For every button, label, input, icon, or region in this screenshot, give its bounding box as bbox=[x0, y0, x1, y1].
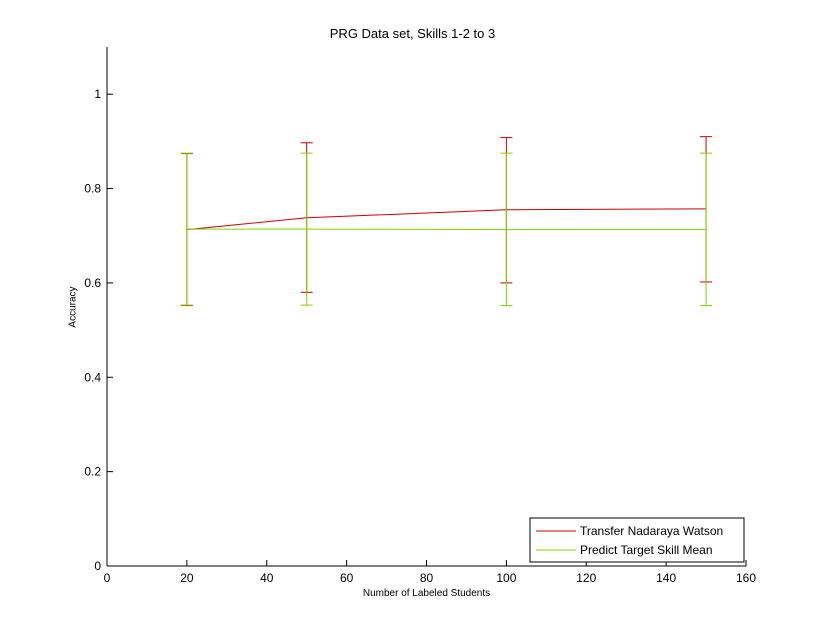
x-tick-label: 140 bbox=[656, 571, 676, 585]
legend-label: Predict Target Skill Mean bbox=[580, 543, 713, 557]
x-tick-label: 100 bbox=[496, 571, 516, 585]
axes: 0 20 40 60 80 100 120 140 160 0 0.2 0.4 0.6 0.8 1 bbox=[84, 47, 756, 585]
data-point bbox=[186, 228, 188, 230]
legend-box bbox=[529, 517, 745, 563]
x-tick-label: 40 bbox=[260, 571, 274, 585]
x-tick-label: 80 bbox=[420, 571, 434, 585]
legend: Transfer Nadaraya Watson Predict Target S… bbox=[529, 517, 745, 563]
series-layer bbox=[180, 136, 713, 307]
data-point bbox=[705, 229, 707, 231]
data-point bbox=[505, 229, 507, 231]
x-tick-label: 160 bbox=[736, 571, 756, 585]
legend-label: Transfer Nadaraya Watson bbox=[580, 524, 723, 538]
y-axis-label: Accuracy bbox=[67, 286, 79, 328]
x-tick-label: 120 bbox=[576, 571, 596, 585]
y-tick-label: 0.6 bbox=[84, 276, 101, 290]
x-tick-label: 60 bbox=[340, 571, 354, 585]
chart-title: PRG Data set, Skills 1-2 to 3 bbox=[329, 26, 496, 41]
y-tick-label: 1 bbox=[94, 87, 101, 101]
series-transfer-nadaraya-watson bbox=[180, 136, 713, 307]
y-tick-label: 0 bbox=[94, 559, 101, 573]
series-predict-target-skill-mean bbox=[180, 152, 713, 307]
data-point bbox=[306, 228, 308, 230]
y-tick-label: 0.2 bbox=[84, 465, 101, 479]
y-tick-label: 0.8 bbox=[84, 182, 101, 196]
y-tick-label: 0.4 bbox=[84, 370, 101, 384]
x-tick-label: 0 bbox=[104, 571, 111, 585]
x-axis-label: Number of Labeled Students bbox=[362, 588, 491, 599]
x-tick-label: 20 bbox=[180, 571, 194, 585]
series-line bbox=[186, 208, 707, 231]
